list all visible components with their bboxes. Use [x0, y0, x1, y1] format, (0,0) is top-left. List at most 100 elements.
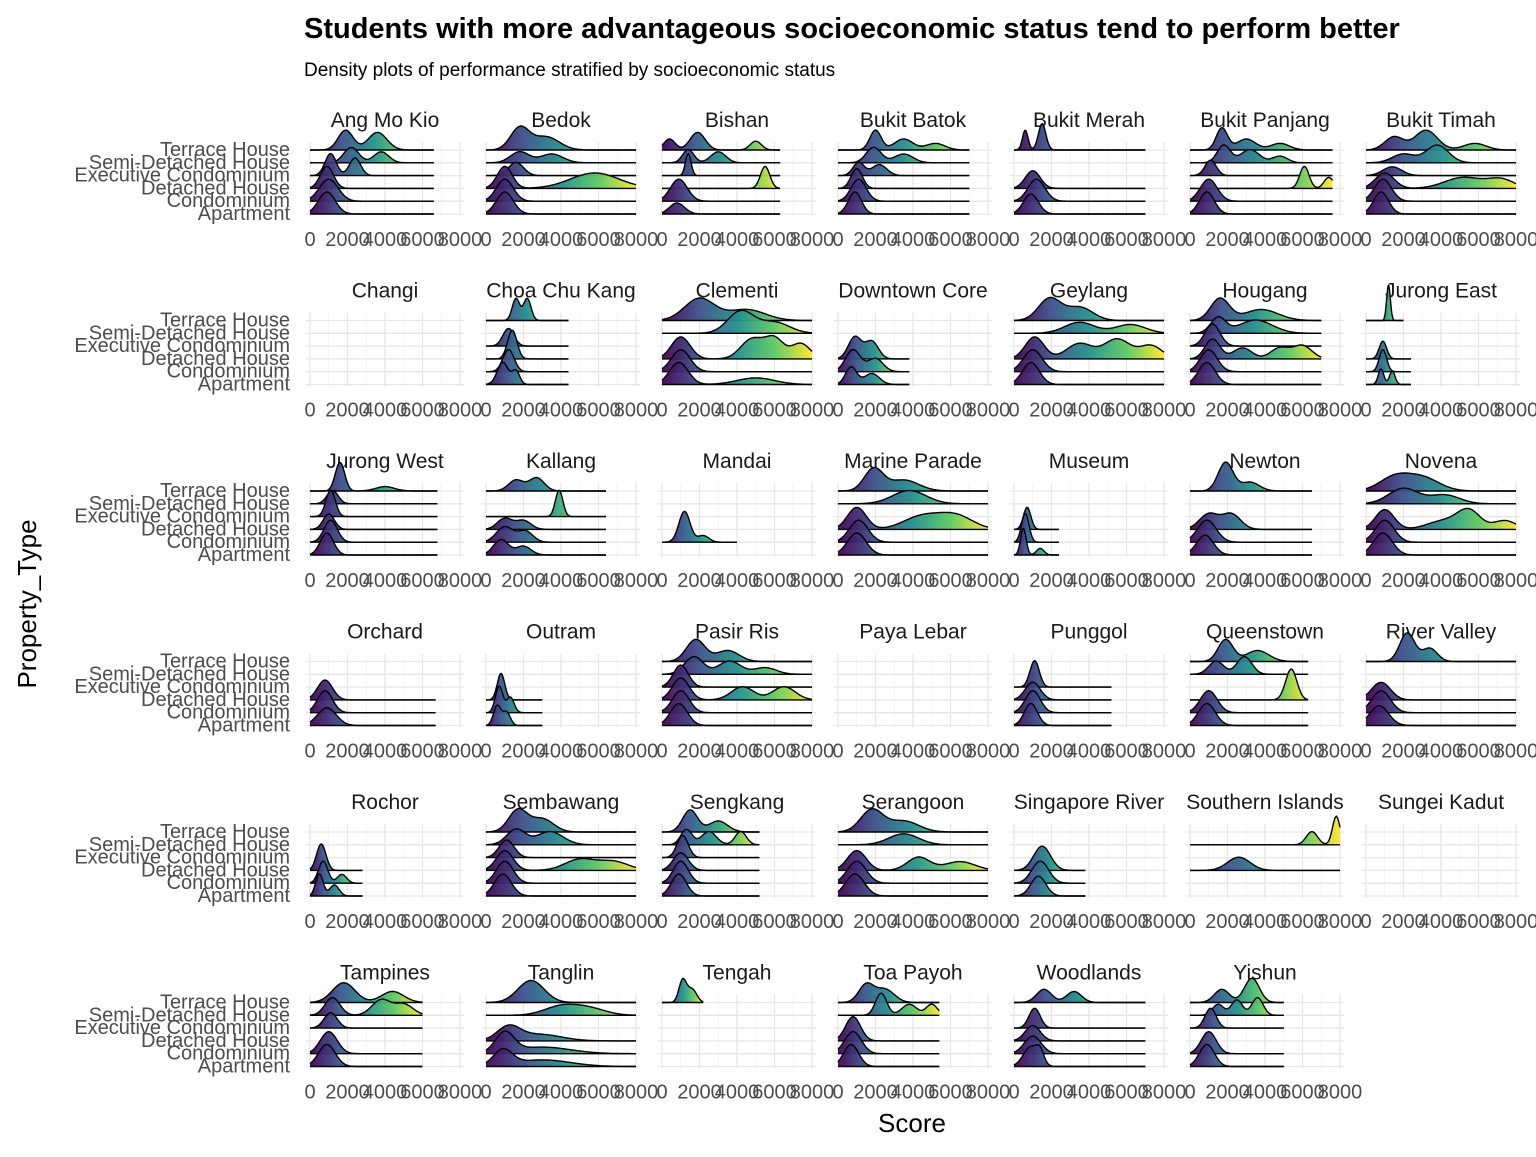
- density-outline: [309, 165, 434, 190]
- density-outline: [1014, 860, 1086, 884]
- x-tick-label: 4000: [1419, 229, 1464, 251]
- x-tick-label: 0: [1008, 229, 1019, 251]
- x-tick-label: 2000: [1029, 1082, 1074, 1104]
- density-outline: [1014, 1007, 1146, 1029]
- x-tick-label: 6000: [1280, 741, 1325, 763]
- facet-strip-label: Geylang: [1050, 280, 1128, 303]
- density-outline: [485, 873, 636, 897]
- density-area: [838, 1016, 940, 1041]
- x-tick-label: 0: [832, 741, 843, 763]
- y-tick-label: Apartment: [198, 374, 291, 396]
- density-area: [1014, 989, 1146, 1003]
- density-outline: [837, 860, 988, 884]
- density-area: [838, 349, 910, 372]
- density-area: [1190, 127, 1333, 150]
- x-tick-label: 6000: [928, 911, 973, 933]
- facet-strip-label: Bishan: [705, 109, 769, 132]
- density-outline: [1190, 144, 1333, 164]
- density-area: [310, 982, 423, 1003]
- density-outline: [661, 348, 812, 373]
- density-area: [486, 808, 636, 832]
- x-tick-label: 2000: [677, 741, 722, 763]
- x-tick-label: 8000: [1142, 911, 1187, 933]
- density-outline: [1365, 681, 1516, 701]
- x-tick-label: 6000: [1456, 570, 1501, 592]
- density-outline: [485, 839, 636, 859]
- y-tick-label: Detached House: [141, 859, 290, 881]
- facet-strip-label: Yishun: [1233, 962, 1296, 985]
- density-area: [1366, 130, 1516, 150]
- density-outline: [1366, 283, 1404, 322]
- density-area: [1190, 535, 1312, 555]
- x-tick-label: 6000: [576, 1082, 621, 1104]
- density-outline: [1014, 660, 1112, 688]
- y-tick-label: Terrace House: [160, 821, 290, 843]
- density-area: [486, 328, 569, 347]
- density-area: [486, 362, 569, 385]
- x-tick-label: 0: [656, 229, 667, 251]
- x-tick-label: 2000: [677, 1082, 722, 1104]
- x-tick-label: 0: [1008, 570, 1019, 592]
- x-tick-label: 2000: [1381, 229, 1426, 251]
- density-area: [1014, 660, 1112, 688]
- density-area: [310, 533, 438, 555]
- density-outline: [486, 150, 636, 164]
- x-tick-label: 6000: [752, 570, 797, 592]
- density-outline: [1365, 191, 1516, 215]
- density-outline: [486, 476, 606, 492]
- density-outline: [661, 860, 760, 884]
- x-tick-label: 0: [480, 400, 491, 422]
- density-outline: [485, 191, 636, 215]
- x-tick-label: 6000: [928, 400, 973, 422]
- density-outline: [1365, 178, 1516, 202]
- density-outline: [486, 329, 569, 360]
- density-area: [838, 162, 970, 176]
- density-area: [838, 467, 988, 491]
- density-outline: [1189, 1043, 1284, 1068]
- x-tick-label: 8000: [614, 400, 659, 422]
- x-tick-label: 4000: [539, 741, 584, 763]
- density-outline: [1189, 348, 1322, 373]
- x-tick-label: 6000: [928, 570, 973, 592]
- density-area: [1014, 1008, 1146, 1029]
- y-tick-label: Apartment: [198, 885, 291, 907]
- x-tick-label: 0: [1184, 741, 1195, 763]
- x-tick-label: 2000: [1029, 229, 1074, 251]
- density-outline: [486, 489, 606, 518]
- density-area: [1014, 179, 1146, 202]
- x-tick-label: 6000: [1104, 741, 1149, 763]
- x-tick-label: 8000: [1142, 741, 1187, 763]
- density-area: [1190, 1044, 1284, 1067]
- density-outline: [310, 489, 438, 518]
- x-tick-label: 8000: [790, 1082, 835, 1104]
- density-area: [662, 703, 812, 726]
- density-outline: [1014, 321, 1165, 334]
- density-area: [1014, 170, 1146, 189]
- density-area: [1190, 857, 1340, 871]
- x-tick-label: 0: [480, 229, 491, 251]
- facet-strip-label: Sembawang: [503, 791, 620, 814]
- x-tick-label: 6000: [1456, 400, 1501, 422]
- y-tick-label: Condominium: [167, 190, 290, 212]
- facet-strip-label: Sungei Kadut: [1378, 791, 1504, 814]
- density-outline: [485, 361, 569, 386]
- facet-strip-label: Ang Mo Kio: [331, 109, 440, 132]
- x-tick-label: 2000: [501, 229, 546, 251]
- density-area: [1014, 362, 1164, 385]
- x-tick-label: 0: [1360, 570, 1371, 592]
- x-tick-label: 0: [304, 229, 315, 251]
- density-area: [838, 833, 988, 845]
- density-outline: [1013, 193, 1146, 215]
- facet-strip-label: Novena: [1405, 450, 1478, 473]
- x-tick-label: 4000: [363, 911, 408, 933]
- x-tick-label: 6000: [400, 1082, 445, 1104]
- x-tick-label: 0: [832, 1082, 843, 1104]
- x-tick-label: 8000: [614, 741, 659, 763]
- x-tick-label: 0: [656, 911, 667, 933]
- x-tick-label: 4000: [891, 1082, 936, 1104]
